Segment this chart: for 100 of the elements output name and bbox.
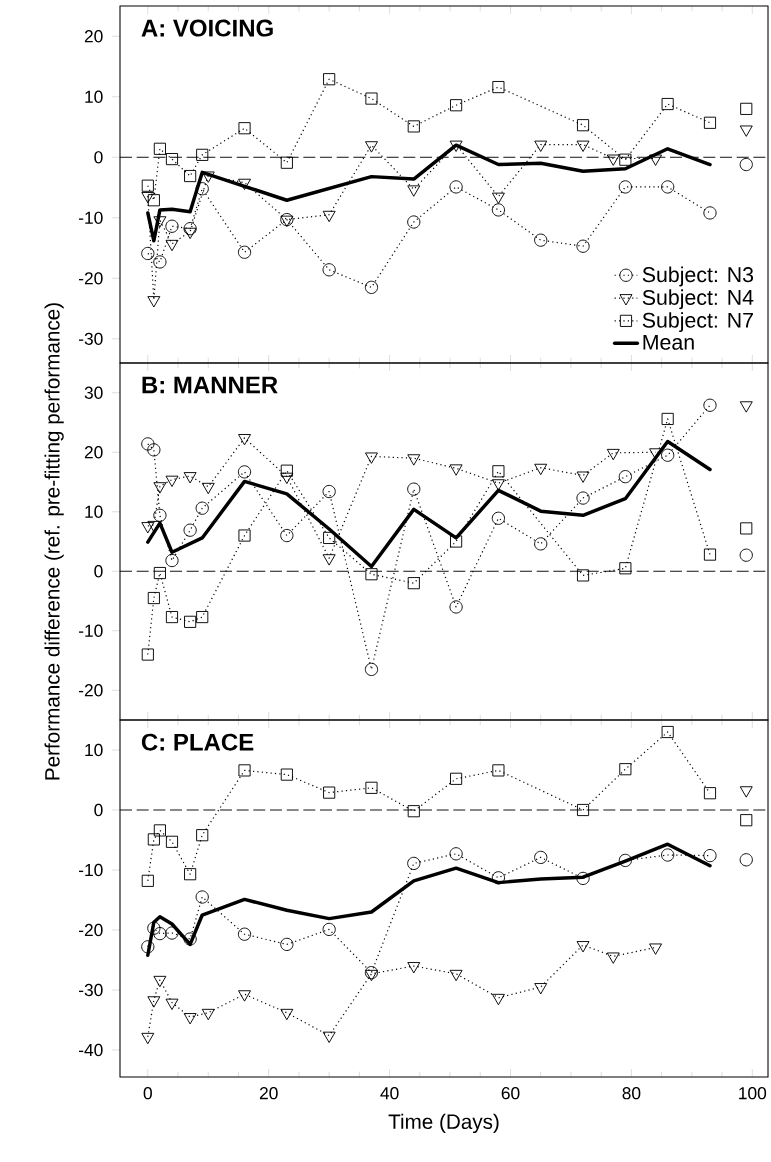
legend-label: Subject: N7 (642, 312, 753, 333)
point (364, 452, 378, 464)
point (661, 725, 674, 739)
x-tick-label: 40 (380, 1087, 399, 1100)
point (364, 662, 378, 677)
point (491, 993, 505, 1006)
point (183, 932, 197, 946)
y-tick-label: -30 (78, 332, 103, 345)
point (364, 280, 378, 294)
point (576, 871, 590, 886)
point (449, 140, 463, 152)
y-tick-label: 10 (85, 90, 103, 103)
point (237, 927, 252, 941)
y-tick-label: 0 (94, 565, 103, 578)
chart-title: B: MANNER (142, 376, 278, 394)
point (195, 182, 209, 196)
point (183, 868, 197, 881)
point (153, 482, 167, 494)
point (576, 140, 590, 152)
point (280, 937, 294, 952)
point (534, 850, 548, 865)
point (703, 116, 716, 129)
point (649, 943, 662, 955)
point (147, 443, 161, 457)
point (649, 154, 662, 166)
point (739, 401, 753, 413)
point (322, 73, 336, 86)
y-tick-label: -20 (78, 684, 103, 697)
point (141, 648, 154, 661)
point (703, 849, 717, 863)
point (153, 216, 167, 228)
point (661, 97, 674, 111)
point (165, 926, 179, 940)
point (576, 941, 590, 953)
legend-label: Mean (643, 334, 694, 350)
point (165, 219, 179, 233)
point (183, 615, 197, 628)
point (576, 239, 590, 253)
point (661, 412, 674, 425)
point (238, 122, 251, 135)
legend-label: Subject: N4 (642, 289, 754, 310)
point (618, 180, 632, 194)
chart-title: C: PLACE (141, 733, 254, 751)
point (649, 448, 662, 460)
point (153, 255, 167, 269)
point (237, 178, 251, 191)
point (449, 535, 463, 548)
point (280, 464, 293, 477)
point (183, 472, 197, 484)
point (534, 140, 548, 152)
y-tick-label: -20 (78, 272, 103, 285)
point (141, 246, 155, 261)
y-axis-title: Performance difference (ref. pre-fitting performance) (44, 303, 64, 780)
point (141, 940, 155, 954)
point (407, 454, 421, 466)
point (703, 548, 716, 561)
chart-title: A: VOICING (141, 19, 273, 37)
point (492, 81, 505, 94)
y-tick-label: 20 (84, 30, 103, 43)
point (739, 786, 753, 798)
point (449, 99, 463, 112)
x-tick-label: 100 (739, 1087, 766, 1100)
point (576, 803, 590, 817)
point (280, 528, 294, 543)
point (739, 157, 753, 172)
point (322, 554, 336, 566)
point (449, 847, 463, 861)
point (576, 491, 590, 505)
point (238, 529, 251, 542)
point (606, 154, 620, 166)
point (141, 1032, 155, 1045)
point (407, 185, 421, 197)
point (196, 611, 209, 624)
point (195, 890, 209, 904)
point (365, 568, 378, 581)
point (280, 156, 293, 169)
point (165, 998, 179, 1011)
y-tick-label: -30 (78, 983, 103, 997)
point (606, 448, 620, 461)
point (364, 141, 378, 153)
point (407, 577, 420, 590)
point (165, 553, 179, 568)
point (183, 169, 197, 183)
y-tick-label: 0 (94, 803, 103, 817)
y-tick-label: -10 (78, 624, 103, 637)
point (660, 180, 675, 194)
point (491, 479, 505, 491)
x-axis-title: Time (Days) (388, 1113, 499, 1134)
point (147, 296, 161, 308)
point (238, 764, 251, 777)
point (606, 952, 620, 964)
point (153, 927, 167, 941)
point (491, 192, 505, 204)
point (534, 537, 548, 551)
y-tick-label: 30 (84, 386, 103, 399)
point (183, 523, 197, 537)
point (407, 962, 421, 974)
point (449, 969, 463, 982)
point (237, 434, 251, 446)
point (740, 522, 753, 535)
